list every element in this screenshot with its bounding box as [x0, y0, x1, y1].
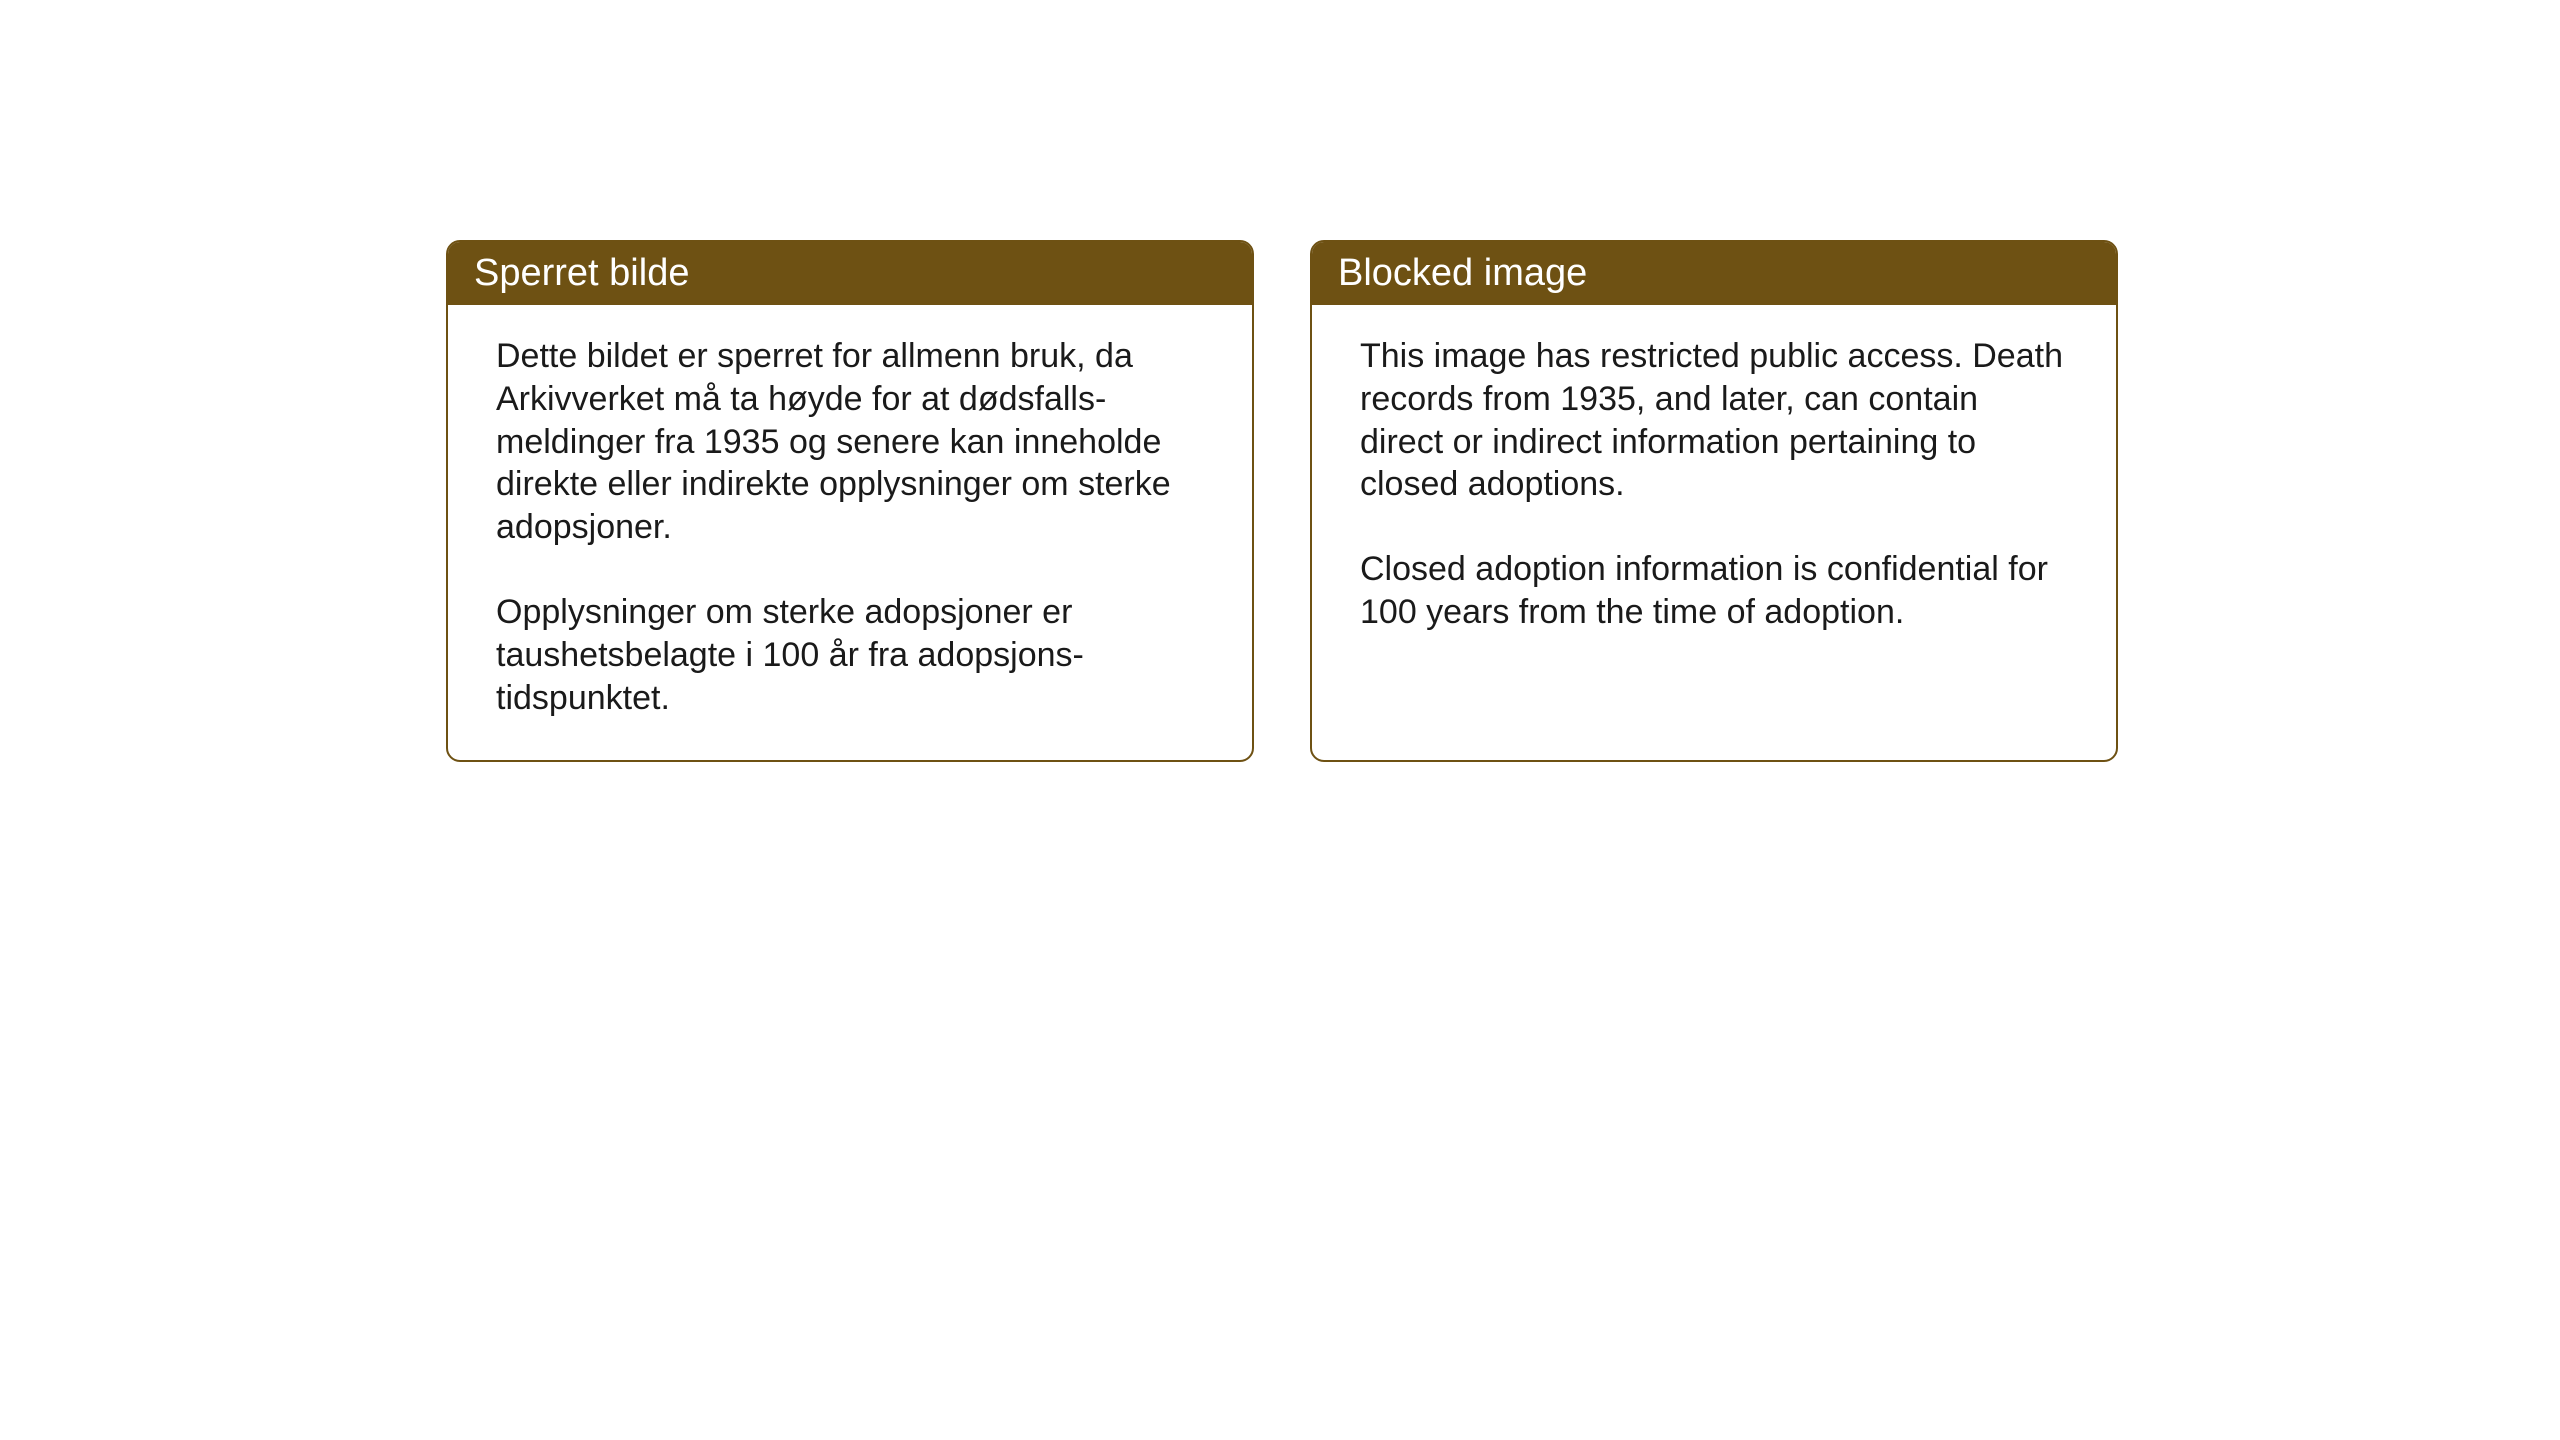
card-english: Blocked image This image has restricted …	[1310, 240, 2118, 762]
card-english-body: This image has restricted public access.…	[1312, 305, 2116, 743]
card-norwegian: Sperret bilde Dette bildet er sperret fo…	[446, 240, 1254, 762]
card-norwegian-header: Sperret bilde	[448, 242, 1252, 305]
card-english-header: Blocked image	[1312, 242, 2116, 305]
card-norwegian-paragraph-2: Opplysninger om sterke adopsjoner er tau…	[496, 591, 1204, 719]
cards-container: Sperret bilde Dette bildet er sperret fo…	[446, 240, 2118, 762]
card-norwegian-body: Dette bildet er sperret for allmenn bruk…	[448, 305, 1252, 760]
card-norwegian-paragraph-1: Dette bildet er sperret for allmenn bruk…	[496, 335, 1204, 549]
card-norwegian-title: Sperret bilde	[474, 252, 689, 294]
card-english-paragraph-1: This image has restricted public access.…	[1360, 335, 2068, 506]
card-english-title: Blocked image	[1338, 252, 1587, 294]
card-english-paragraph-2: Closed adoption information is confident…	[1360, 548, 2068, 634]
